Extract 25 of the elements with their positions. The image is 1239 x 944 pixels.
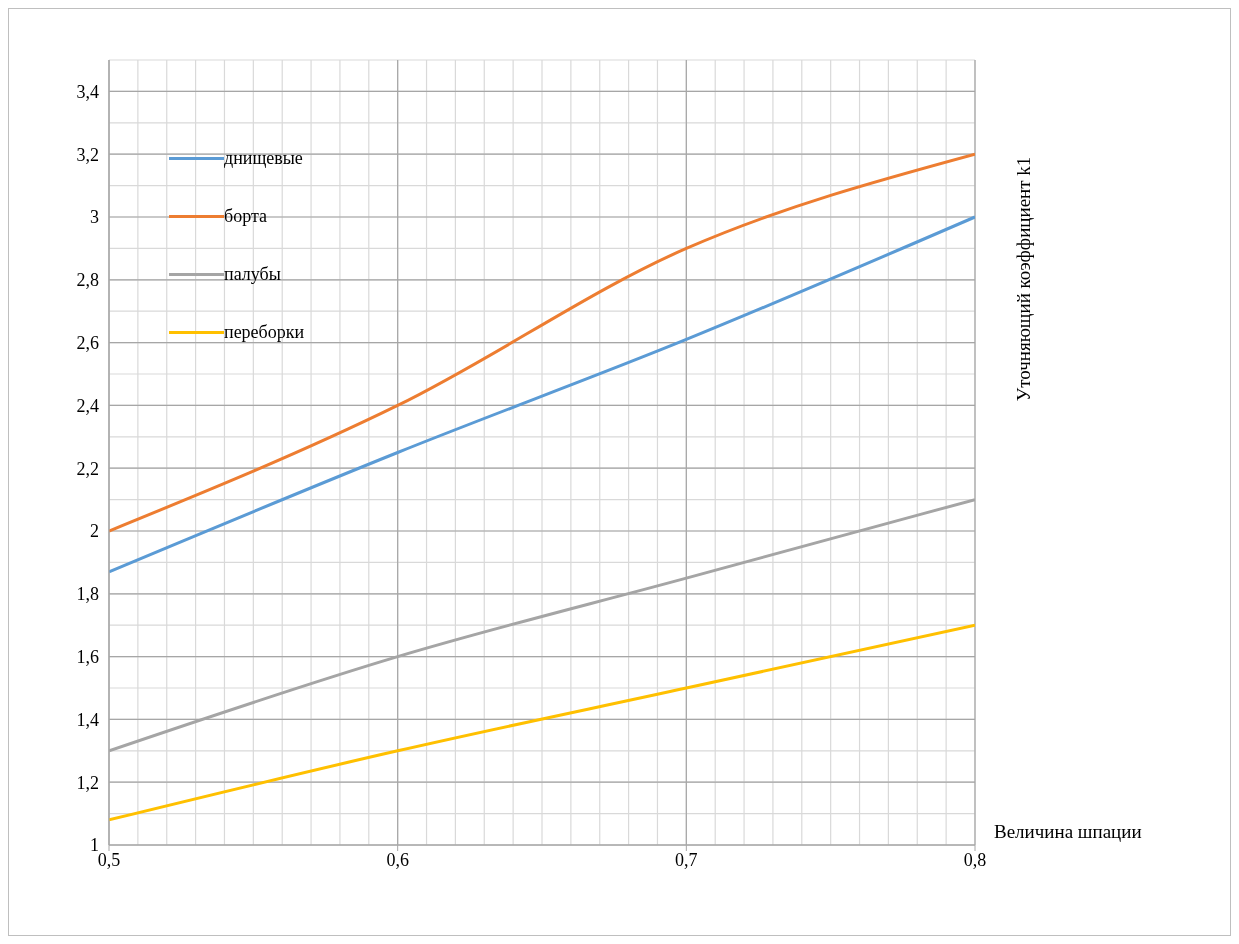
legend-label: днищевые — [224, 147, 303, 169]
y-tick-label: 2,2 — [76, 458, 99, 479]
legend-label: палубы — [224, 263, 281, 285]
x-tick-label: 0,5 — [97, 849, 121, 870]
line-series — [109, 152, 975, 533]
y-tick-label: 1 — [90, 835, 99, 856]
y-tick-label: 2,6 — [76, 332, 99, 353]
legend-label: переборки — [224, 321, 305, 343]
y-tick-label: 1,2 — [76, 772, 99, 793]
x-tick-label: 0,7 — [675, 849, 698, 870]
y-tick-label: 2,8 — [76, 270, 99, 291]
line-series — [109, 623, 975, 822]
x-tick-label: 0,6 — [386, 849, 409, 870]
legend-label: борта — [224, 205, 267, 227]
y-tick-label: 3,4 — [76, 81, 99, 102]
x-tick-label: 0,8 — [963, 849, 987, 870]
y-tick-label: 3 — [90, 207, 99, 228]
x-axis-title: Величина шпации — [994, 821, 1142, 843]
y-tick-label: 2,4 — [76, 395, 99, 416]
y-tick-label: 1,4 — [76, 709, 99, 730]
y-tick-label: 1,6 — [76, 646, 99, 667]
y-tick-label: 1,8 — [76, 584, 99, 605]
y-tick-label: 2 — [90, 521, 99, 542]
y-tick-label: 3,2 — [76, 144, 99, 165]
y-axis-title: Уточняющий коэффициент k1 — [1013, 156, 1035, 402]
